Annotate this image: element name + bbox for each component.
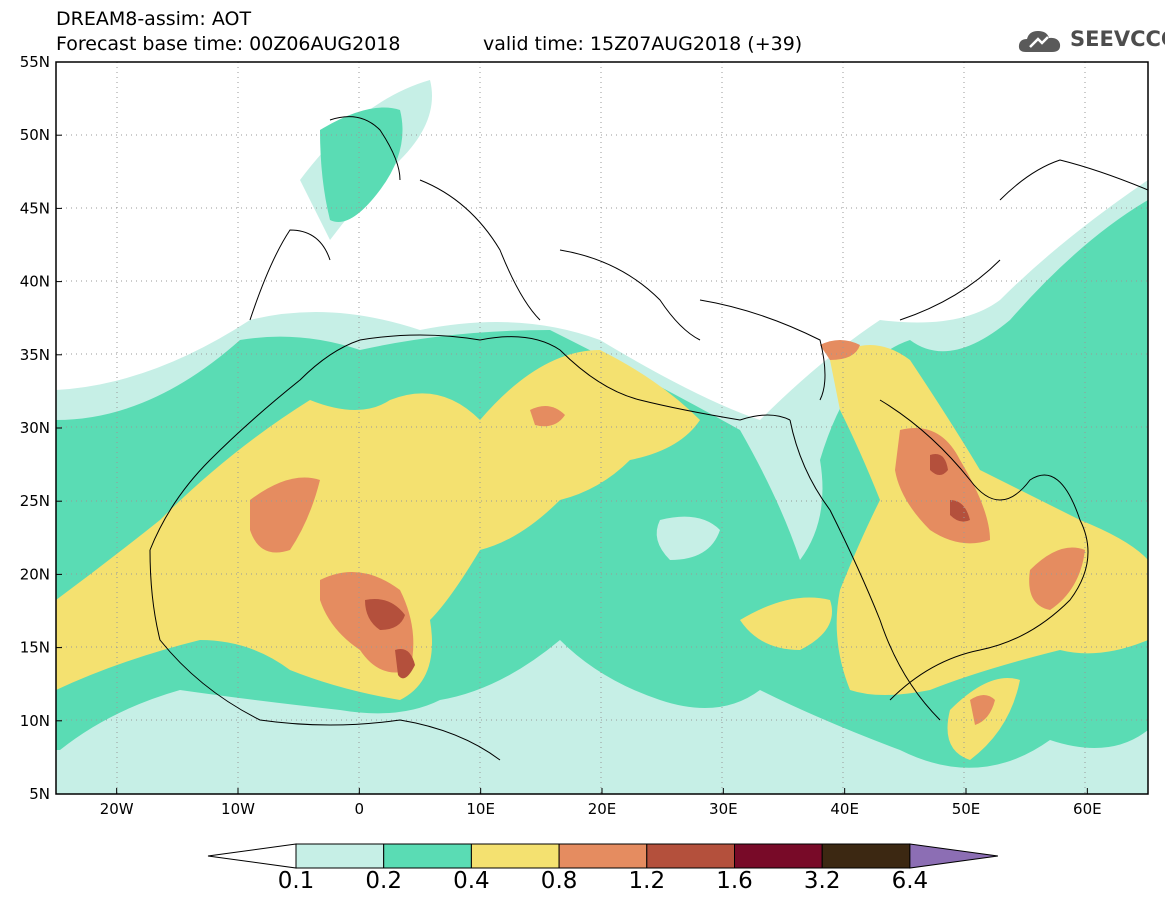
aot-band-0.4-sahel — [740, 597, 832, 650]
aot-band-0.8-west — [250, 477, 320, 553]
aot-band-1.2-arabia-s — [950, 500, 970, 522]
aot-band-0.8-oman — [1029, 547, 1085, 610]
colorbar — [207, 843, 998, 869]
aot-band-1.2-arabia-n — [930, 454, 948, 475]
aot-band-0.8-iraq — [820, 340, 860, 360]
aot-band-0.8-mali — [320, 572, 414, 673]
colorbar-swatch — [470, 843, 560, 869]
colorbar-level-label: 0.2 — [365, 868, 402, 894]
lat-tick-label: 5N — [29, 785, 50, 803]
colorbar-swatch — [383, 843, 472, 869]
colorbar-swatch — [646, 843, 735, 869]
colorbar-high-extension — [909, 843, 998, 869]
lon-tick-label: 20W — [100, 800, 134, 818]
lat-tick-label: 40N — [20, 273, 50, 291]
lat-tick-label: 25N — [20, 492, 50, 510]
lon-tick-label: 60E — [1073, 800, 1102, 818]
axis-ticks: 20W 10W 0 10E 20E 30E 40E 50E 60E 55N 50N 45N 40N 35N… — [20, 53, 1102, 818]
lon-tick-label: 50E — [952, 800, 981, 818]
lat-tick-label: 10N — [20, 712, 50, 730]
lon-tick-label: 20E — [588, 800, 617, 818]
colorbar-level-label: 1.2 — [628, 868, 666, 894]
lon-tick-label: 30E — [709, 800, 738, 818]
colorbar-level-label: 6.4 — [891, 868, 929, 894]
seevccc-logo: SEEVCCC — [1018, 26, 1165, 56]
colorbar-level-label: 0.4 — [453, 868, 490, 894]
lon-tick-label: 10E — [466, 800, 495, 818]
coastlines — [149, 116, 1148, 761]
aot-band-0.8-libya — [530, 406, 565, 427]
lat-tick-label: 50N — [20, 126, 50, 144]
colorbar-low-extension — [207, 843, 297, 869]
colorbar-level-label: 1.6 — [716, 868, 753, 894]
colorbar-level-label: 3.2 — [803, 868, 841, 894]
aot-band-0.4-africa — [56, 350, 700, 700]
lat-tick-label: 20N — [20, 565, 50, 583]
lat-tick-label: 35N — [20, 346, 50, 364]
colorbar-swatch — [821, 843, 911, 869]
aot-field — [56, 62, 1148, 794]
lat-tick-label: 45N — [20, 199, 50, 217]
aot-band-1.2-mali — [365, 599, 405, 630]
aot-band-0.8-somalia — [970, 695, 995, 725]
cloud-logo-icon — [1018, 31, 1061, 52]
colorbar-swatch — [558, 843, 648, 869]
lon-tick-label: 0 — [355, 800, 365, 818]
lon-tick-label: 40E — [830, 800, 859, 818]
colorbar-level-label: 0.8 — [540, 868, 578, 894]
aot-band-1.2-niger — [395, 649, 415, 679]
lon-tick-label: 10W — [221, 800, 255, 818]
lat-tick-label: 55N — [20, 53, 50, 71]
map-gridlines — [56, 62, 1148, 794]
valid-time: valid time: 15Z07AUG2018 (+39) — [483, 33, 803, 55]
colorbar-swatch — [734, 843, 823, 869]
aot-band-0.2-north — [320, 107, 403, 222]
forecast-base-time: Forecast base time: 00Z06AUG2018 — [56, 33, 401, 55]
lat-tick-label: 15N — [20, 639, 50, 657]
colorbar-level-label: 0.1 — [277, 868, 315, 894]
aot-band-0.1-hole — [656, 516, 720, 560]
colorbar-swatch — [295, 843, 385, 869]
map-title: DREAM8-assim: AOT — [56, 8, 252, 30]
lat-tick-label: 30N — [20, 419, 50, 437]
logo-text: SEEVCCC — [1070, 27, 1165, 51]
